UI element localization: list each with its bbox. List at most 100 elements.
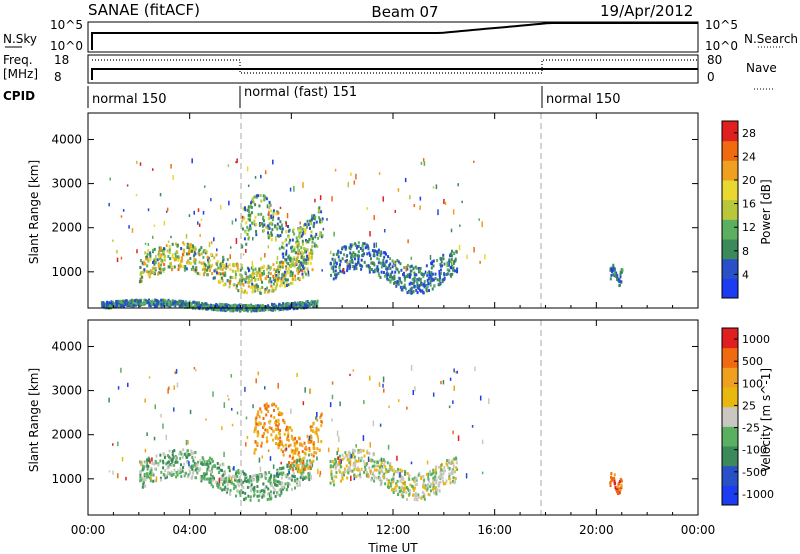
echo-cell [415,478,418,482]
echo-cell [453,457,456,461]
echo-cell [318,220,321,224]
echo-cell [211,467,214,471]
echo-cell [203,302,206,306]
echo-cell [177,469,180,473]
echo-cell [453,385,455,392]
echo-cell [135,298,138,302]
echo-cell [250,307,253,311]
echo-cell [392,472,395,476]
echo-cell [449,461,452,465]
echo-cell [354,449,357,453]
echo-cell [437,209,439,216]
echo-cell [183,305,186,309]
echo-cell [184,300,187,304]
echo-cell [379,476,382,480]
echo-cell [426,460,429,465]
echo-cell [250,309,253,313]
echo-cell [387,480,390,484]
echo-cell [168,265,171,269]
echo-cell [236,269,239,273]
echo-cell [157,272,160,276]
echo-cell [310,435,313,439]
echo-cell [484,254,486,260]
echo-cell [147,456,150,460]
echo-cell [219,486,222,490]
echo-cell [272,429,275,433]
echo-cell [319,195,322,201]
echo-cell [111,303,114,307]
echo-cell [268,279,271,283]
echo-cell [403,274,406,278]
echo-cell [411,282,414,286]
echo-cell [280,485,283,489]
echo-cell [136,249,138,254]
echo-cell [160,478,163,482]
echo-cell [293,486,296,490]
echo-cell [454,480,457,484]
echo-cell [616,488,619,492]
echo-cell [285,425,288,429]
echo-cell [152,168,154,171]
echo-cell [386,277,389,281]
echo-cell [111,304,114,308]
echo-cell [435,481,438,485]
echo-cell [341,471,344,475]
echo-cell [242,253,245,256]
echo-cell [276,222,279,226]
echo-cell [406,406,408,410]
echo-cell [365,463,368,467]
echo-cell [219,463,222,467]
echo-cell [191,455,194,459]
echo-cell [296,239,299,243]
echo-cell [251,487,254,491]
echo-cell [139,273,142,277]
echo-cell [291,449,294,453]
echo-cell [148,275,151,279]
echo-cell [372,261,375,265]
echo-cell [267,307,270,311]
echo-cell [171,453,174,457]
colorbar-swatch [722,278,738,299]
echo-cell [423,285,426,289]
echo-cell [294,274,297,278]
echo-cell [196,271,199,275]
colorbar-tick-label: 25 [742,399,756,412]
echo-cell [124,299,127,303]
echo-cell [252,404,254,409]
echo-cell [439,262,442,266]
echo-cell [290,487,293,491]
echo-cell [290,246,293,250]
echo-cell [261,308,264,312]
echo-cell [256,485,259,489]
echo-cell [208,479,211,483]
echo-cell [149,304,152,308]
echo-cell [319,415,322,419]
echo-cell [439,268,442,272]
colorbar-swatch [722,239,738,260]
echo-cell [422,275,425,279]
echo-cell [179,264,182,268]
echo-cell [241,480,244,484]
echo-cell [373,464,376,468]
echo-cell [366,449,369,453]
echo-cell [445,479,448,483]
echo-cell [213,256,216,260]
echo-cell [210,198,212,202]
echo-cell [413,476,416,480]
echo-cell [189,250,192,254]
echo-cell [279,284,282,288]
echo-cell [276,470,279,474]
echo-cell [236,489,239,493]
echo-cell [293,307,296,311]
echo-cell [275,212,278,216]
echo-cell [200,246,203,250]
echo-cell [294,447,297,451]
echo-cell [431,287,434,291]
echo-cell [419,266,422,270]
echo-cell [361,244,364,248]
echo-cell [303,468,306,472]
echo-cell [277,217,280,221]
echo-cell [380,463,383,467]
echo-cell [173,385,175,390]
colorbar-swatch [722,140,738,161]
